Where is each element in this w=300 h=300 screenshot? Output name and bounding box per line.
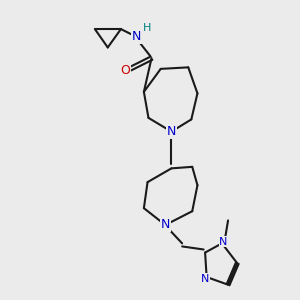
Text: N: N	[201, 274, 209, 284]
Text: H: H	[143, 22, 151, 33]
Text: N: N	[131, 30, 141, 43]
Text: N: N	[167, 125, 176, 138]
Text: O: O	[121, 64, 130, 77]
Text: N: N	[160, 218, 170, 232]
Text: N: N	[219, 237, 228, 247]
